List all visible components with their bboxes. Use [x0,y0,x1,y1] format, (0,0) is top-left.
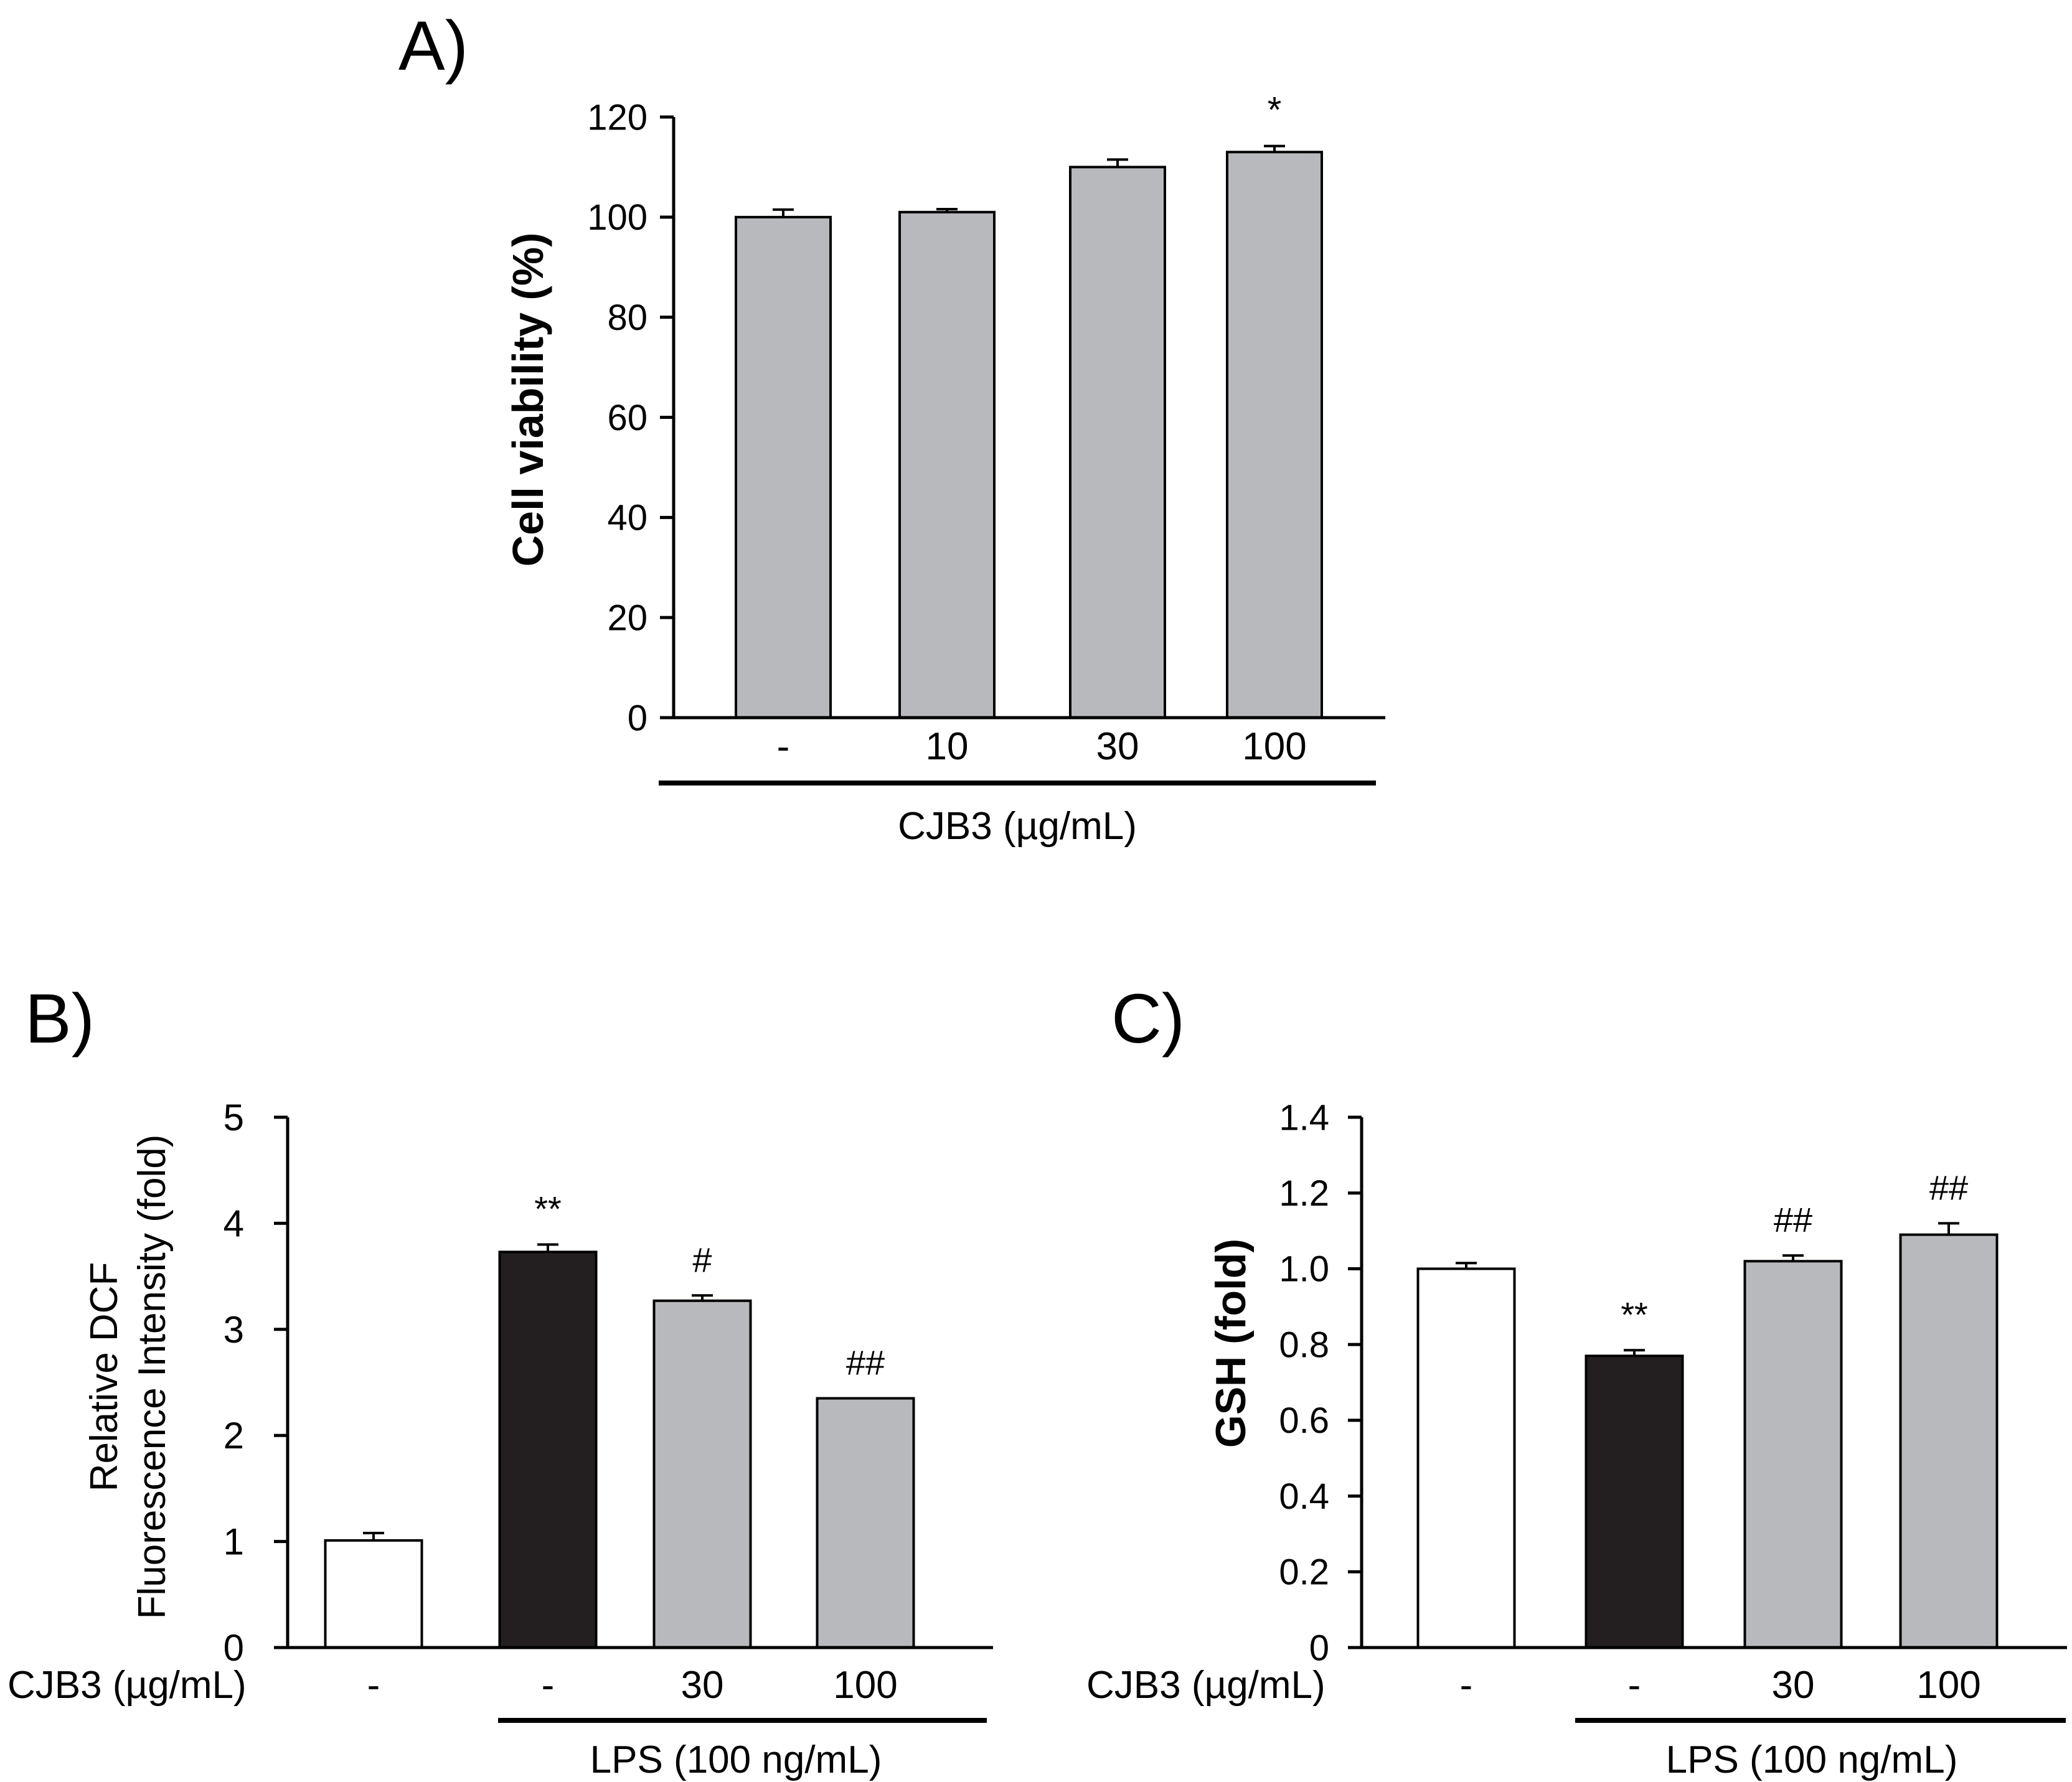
panel-b-significance-mark: ## [846,1343,885,1382]
panel-c-y-tick-label: 1.2 [1279,1173,1329,1214]
panel-a-bar [1226,151,1323,719]
panel-c-ylabel: GSH (fold) [1207,1239,1255,1448]
panel-a-y-tick-label: 60 [607,398,648,438]
panel-c-bars: ** ## ## [1416,1168,1999,1649]
panel-b-y-tick-label: 4 [224,1203,244,1244]
panel-c-group-label: LPS (100 ng/mL) [1666,1738,1958,1781]
panel-c-significance-mark: ## [1774,1200,1812,1239]
panel-b-significance-mark: ** [534,1189,562,1228]
panel-a-bar [898,210,996,719]
panel-b-label: B) [25,980,95,1057]
panel-a-y-tick-label: 80 [607,298,648,338]
panel-b: B) Relative DCF Fluorescence Intensity (… [7,980,993,1781]
panel-c-y-tick-label: 0.6 [1279,1400,1329,1441]
panel-a-bar [735,215,832,720]
panel-a-y-tick-label: 40 [607,498,648,538]
panel-b-group-label: LPS (100 ng/mL) [590,1738,882,1781]
panel-a-bars: * [735,90,1323,720]
panel-c-y-tick-label: 0.8 [1279,1325,1329,1365]
panel-b-y-tick-label: 0 [224,1627,244,1669]
panel-a-x-tick-label: 30 [1096,725,1139,768]
panel-c-bar [1899,1233,1999,1649]
panel-b-ylabel-line2: Fluorescence Intensity (fold) [131,1135,174,1620]
panel-a-x-tick-label: 100 [1242,725,1306,768]
panel-b-x-tick-label: 100 [833,1664,897,1707]
panel-a-ylabel: Cell viability (%) [504,233,552,567]
panel-b-x-tick-labels: - - 30 100 [367,1664,898,1707]
panel-b-y-tick-label: 3 [224,1309,244,1351]
panel-b-bar [816,1397,915,1649]
panel-c-row-label: CJB3 (µg/mL) [1086,1664,1326,1707]
panel-b-x-tick-label: - [542,1664,555,1707]
panel-b-row-label: CJB3 (µg/mL) [7,1664,247,1707]
panel-a-x-tick-label: - [777,725,790,768]
panel-a-x-tick-labels: - 10 30 100 [777,725,1307,768]
panel-a-significance-mark: * [1268,90,1282,131]
panel-c-bar [1585,1354,1684,1649]
panel-c-x-tick-label: - [1628,1664,1641,1707]
panel-a-y-tick-label: 20 [607,598,648,638]
panel-c-y-tick-label: 0 [1309,1628,1329,1668]
panel-a-y-ticks: 0 20 40 60 80 100 120 [587,97,674,738]
panel-b-bar [652,1299,752,1649]
panel-b-significance-mark: # [692,1240,712,1279]
panel-b-y-tick-label: 2 [224,1415,244,1456]
panel-c-significance-mark: ## [1929,1168,1968,1207]
panel-b-bars: **### [324,1189,915,1649]
panel-c-x-tick-labels: - - 30 100 [1460,1664,1981,1707]
panel-c-bar [1416,1267,1516,1649]
panel-b-y-ticks: 0 1 2 3 4 5 [224,1097,288,1669]
panel-c: C) GSH (fold) 0 0.2 0.4 0.6 0.8 1.0 1.2 1.4 ** #… [1086,980,2067,1781]
panel-b-bar [498,1250,598,1649]
panel-a-x-tick-label: 10 [926,725,969,768]
panel-a-y-tick-label: 100 [587,197,648,238]
panel-c-y-tick-label: 1.0 [1279,1249,1329,1290]
panel-c-significance-mark: ** [1621,1295,1648,1334]
panel-a-y-tick-label: 120 [587,97,648,138]
panel-b-y-tick-label: 1 [224,1521,244,1563]
panel-b-x-tick-label: - [367,1664,380,1707]
panel-b-x-tick-label: 30 [681,1664,724,1707]
panel-c-x-tick-label: 30 [1772,1664,1815,1707]
panel-c-y-tick-label: 0.4 [1279,1476,1329,1517]
panel-b-ylabel-line1: Relative DCF [83,1262,126,1492]
panel-a-group-label: CJB3 (µg/mL) [898,805,1137,848]
panel-c-x-tick-label: 100 [1916,1664,1980,1707]
panel-a-bar [1069,166,1166,719]
panel-a-y-tick-label: 0 [628,698,648,738]
panel-c-bar [1743,1260,1843,1649]
panel-c-label: C) [1111,980,1185,1057]
panel-c-y-tick-label: 1.4 [1279,1097,1329,1138]
panel-c-x-tick-label: - [1460,1664,1473,1707]
panel-b-bar [324,1539,423,1649]
panel-c-y-ticks: 0 0.2 0.4 0.6 0.8 1.0 1.2 1.4 [1279,1097,1362,1668]
panel-c-y-tick-label: 0.2 [1279,1552,1329,1593]
panel-b-y-tick-label: 5 [224,1097,244,1138]
panel-a-label: A) [398,7,468,85]
